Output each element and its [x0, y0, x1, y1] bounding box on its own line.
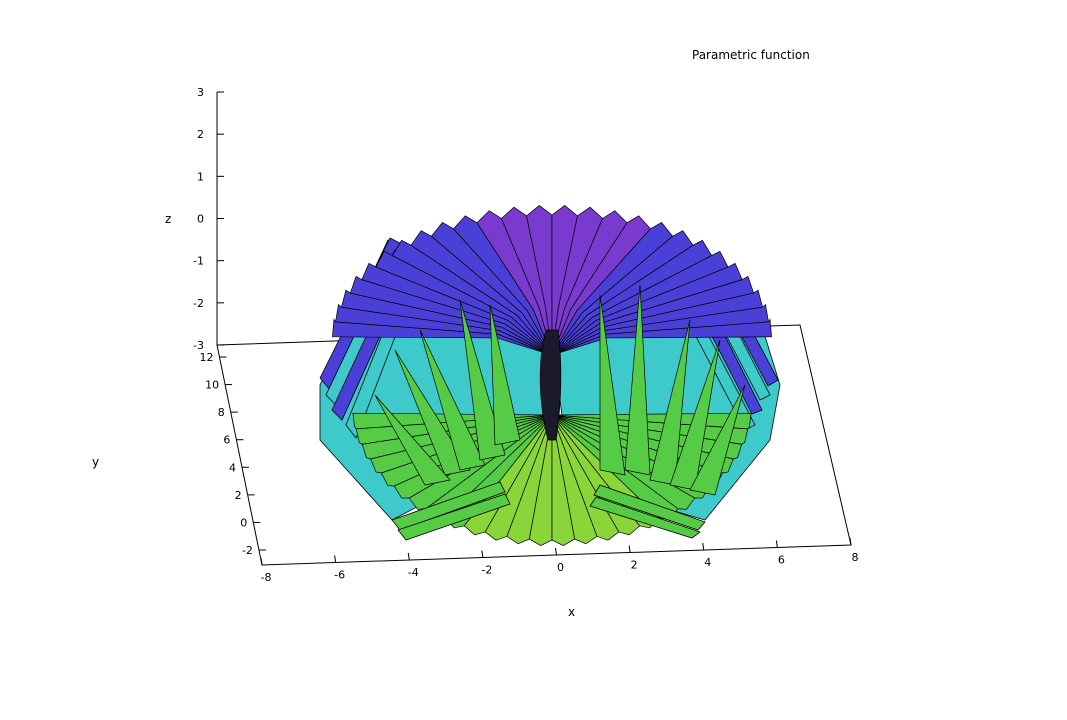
surface-inner-blade: [669, 339, 721, 491]
z-tick-label: -2: [193, 297, 204, 310]
z-axis-label: z: [165, 212, 171, 226]
x-tick-mark: [849, 537, 852, 546]
z-axis: -3 -2 -1 0 1 2 3 z: [165, 86, 224, 352]
x-tick-label: 6: [778, 554, 785, 567]
parametric-surface: [319, 204, 781, 546]
y-tick-label: 10: [205, 379, 219, 392]
z-tick-label: 3: [197, 86, 204, 99]
x-tick-label: -8: [261, 571, 272, 584]
surface-inner-blade: [394, 349, 471, 476]
surface-rim-bottom-right: [593, 484, 706, 531]
z-tick-label: -3: [193, 339, 204, 352]
surface-rim-bottom-left: [397, 493, 511, 541]
surface-inner-blade: [419, 329, 486, 471]
y-tick-label: 0: [240, 516, 247, 529]
surface-inner-blade: [624, 284, 651, 476]
z-tick-label: 1: [197, 170, 204, 183]
y-tick-label: 4: [229, 461, 236, 474]
surface-top-petal: [551, 318, 772, 356]
z-tick-label: 0: [197, 213, 204, 226]
z-tick-label: 2: [197, 128, 204, 141]
x-tick-label: 2: [631, 559, 638, 572]
surface-neck: [539, 329, 562, 441]
z-axis-ticks: -3 -2 -1 0 1 2 3: [193, 86, 224, 352]
x-tick-mark: [407, 552, 410, 561]
y-axis-label: y: [92, 455, 99, 469]
x-tick-label: -2: [481, 564, 492, 577]
surface-inner-blade: [489, 304, 521, 446]
chart-title: Parametric function: [692, 48, 810, 62]
x-tick-mark: [334, 555, 337, 563]
x-tick-label: -6: [334, 569, 345, 582]
surface-rim-bottom-right: [589, 496, 701, 539]
surface-inner-blade: [599, 294, 626, 476]
x-tick-label: 8: [852, 551, 859, 564]
y-tick-label: -2: [242, 544, 253, 557]
surface-inner-blade: [649, 319, 691, 486]
x-tick-label: 4: [704, 556, 711, 569]
x-tick-mark: [260, 557, 263, 566]
surface-inner-blade: [459, 299, 506, 461]
x-tick-mark: [702, 542, 705, 551]
x-axis-ticks: -8 -6 -4 -2 0 2 4 6 8: [260, 537, 859, 584]
x-axis-label: x: [568, 605, 575, 619]
y-tick-label: 12: [199, 351, 213, 364]
surface-inner-blade: [374, 394, 451, 486]
y-tick-label: 8: [218, 406, 225, 419]
x-tick-label: -4: [408, 566, 419, 579]
y-tick-label: 2: [235, 489, 242, 502]
x-tick-mark: [775, 540, 778, 548]
x-tick-mark: [555, 547, 557, 556]
y-axis-ticks: -2 0 2 4 6 8 10 12: [199, 351, 266, 557]
surface-rim-bottom-left: [391, 481, 506, 531]
y-tick-label: 6: [223, 434, 230, 447]
x-tick-label: 0: [557, 561, 564, 574]
x-tick-mark: [481, 550, 484, 558]
surface-inner-blade: [689, 384, 746, 496]
x-tick-mark: [628, 545, 631, 553]
z-tick-label: -1: [193, 255, 204, 268]
